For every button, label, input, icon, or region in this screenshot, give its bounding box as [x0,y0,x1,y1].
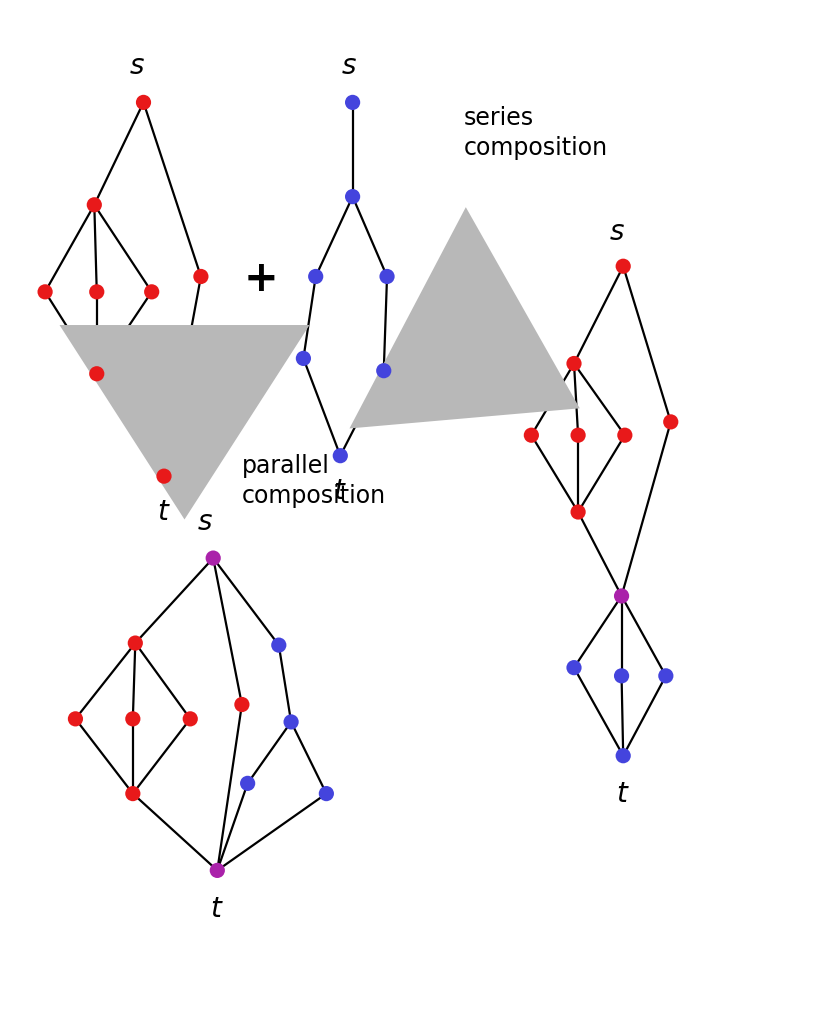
Point [126,711,139,727]
Point [346,94,359,111]
Point [296,350,310,367]
Point [88,197,101,213]
Point [137,94,150,111]
Point [346,188,359,205]
Point [210,862,224,879]
Point [69,711,82,727]
Text: $s$: $s$ [197,509,213,536]
Point [616,258,629,274]
Point [129,635,142,651]
Text: $t$: $t$ [333,478,346,505]
Point [380,268,393,285]
Point [272,637,285,653]
Point [206,550,219,566]
Text: $t$: $t$ [616,781,629,808]
Point [241,775,254,792]
Point [616,748,629,764]
Point [614,668,627,684]
Text: series
composition: series composition [463,106,607,160]
Point [567,355,580,372]
Text: $s$: $s$ [129,53,145,80]
Text: $s$: $s$ [340,53,356,80]
Point [90,366,103,382]
Text: $t$: $t$ [157,499,170,525]
Point [284,714,297,730]
Point [524,427,537,443]
Point [157,468,170,484]
Point [90,284,103,300]
Point [319,785,333,802]
Point [618,427,631,443]
Point [567,659,580,676]
Point [614,588,627,604]
Point [658,668,672,684]
Point [126,785,139,802]
Point [663,414,676,430]
Point [377,362,390,379]
Point [309,268,322,285]
Point [235,696,248,713]
Point [333,447,346,464]
Text: $t$: $t$ [210,896,224,923]
Point [571,427,584,443]
Point [38,284,52,300]
Point [145,284,158,300]
Point [183,711,197,727]
Point [571,504,584,520]
Text: $s$: $s$ [608,219,624,246]
Point [194,268,207,285]
Text: +: + [243,257,278,300]
Text: parallel
composition: parallel composition [242,455,386,508]
